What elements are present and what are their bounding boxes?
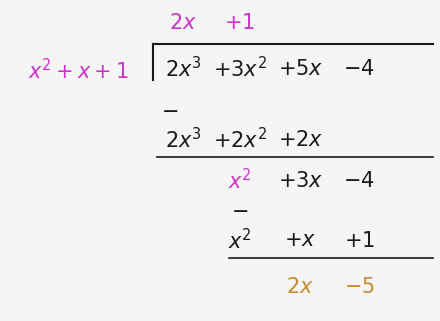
Text: $-$: $-$: [231, 202, 248, 221]
Text: $x^2$: $x^2$: [227, 169, 251, 194]
Text: $-4$: $-4$: [343, 59, 375, 79]
Text: $+5x$: $+5x$: [278, 59, 323, 79]
Text: $+3x^2$: $+3x^2$: [213, 56, 267, 82]
Text: $+1$: $+1$: [344, 231, 374, 251]
Text: $+3x$: $+3x$: [278, 171, 323, 191]
Text: $2x^3$: $2x^3$: [165, 56, 202, 82]
Text: $+2x$: $+2x$: [278, 130, 323, 150]
Text: $2x$: $2x$: [169, 13, 197, 33]
Text: $x^2 + x + 1$: $x^2 + x + 1$: [29, 58, 129, 83]
Text: $2x^3$: $2x^3$: [165, 127, 202, 152]
Text: $2x$: $2x$: [286, 277, 314, 297]
Text: $+1$: $+1$: [224, 13, 255, 33]
Text: $x^2$: $x^2$: [227, 228, 251, 254]
Text: $+2x^2$: $+2x^2$: [213, 127, 267, 152]
Text: $-$: $-$: [161, 100, 179, 119]
Text: $-5$: $-5$: [344, 277, 374, 297]
Text: $-4$: $-4$: [343, 171, 375, 191]
Text: $+x$: $+x$: [284, 231, 316, 250]
